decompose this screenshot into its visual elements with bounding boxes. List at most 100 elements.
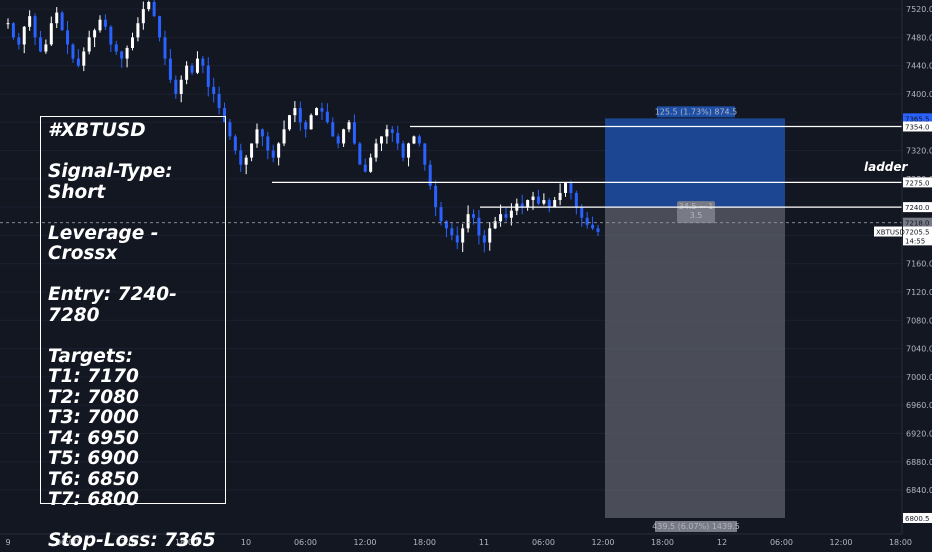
candle-body	[217, 93, 221, 109]
candle-body	[477, 217, 481, 236]
price-tag-bg	[903, 217, 932, 228]
info-line: T2: 7080	[48, 386, 139, 408]
candle-body	[342, 129, 346, 144]
candle-body	[266, 136, 270, 151]
candle-body	[531, 196, 535, 201]
price-tick-label: 7480.0	[906, 33, 932, 42]
candle-body	[358, 143, 362, 165]
candle-body	[369, 157, 373, 172]
price-tag-bg	[903, 121, 932, 132]
candle-body	[168, 58, 172, 80]
info-line: Signal-Type: Short	[48, 161, 173, 203]
candle-body	[472, 214, 476, 218]
target-label: 439.5 (6.07%) 1439.5	[652, 522, 740, 531]
candle-body	[309, 115, 313, 130]
candle-body	[385, 129, 389, 137]
candle-body	[412, 136, 416, 144]
candle-body	[130, 37, 134, 48]
candle-body	[136, 23, 140, 38]
candle-body	[320, 108, 324, 112]
candle-body	[585, 217, 589, 225]
candle-body	[6, 23, 10, 25]
price-tick-label: 7000.0	[906, 373, 932, 382]
info-line: Entry: 7240-7280	[48, 284, 177, 326]
candle-body	[536, 196, 540, 204]
price-tag-label: 7218.0	[905, 220, 930, 228]
horizontal-lines[interactable]	[0, 125, 902, 224]
time-tick-label: 06:00	[56, 538, 79, 547]
candle-body	[233, 136, 237, 151]
info-line	[48, 326, 225, 347]
candle-body	[114, 44, 118, 52]
stop-label-bg	[657, 106, 735, 118]
candle-body	[493, 221, 497, 229]
candle-body	[547, 200, 551, 208]
price-tag-bg	[903, 113, 932, 124]
candle-body	[434, 185, 438, 208]
candle-body	[44, 44, 48, 52]
price-tick-label: 7320.0	[906, 147, 932, 156]
price-tick-label: 7400.0	[906, 90, 932, 99]
candle-body	[120, 51, 124, 59]
time-axis[interactable]: 9 06:00 12:00 18:00 10 06:00 12:00 18:00 11 06:00…	[0, 533, 912, 547]
candle-body	[315, 108, 319, 116]
candle-body	[574, 192, 578, 208]
candle-body	[390, 129, 394, 133]
candle-body	[450, 228, 454, 236]
candle-body	[201, 58, 205, 66]
time-tick-label: 10	[241, 538, 251, 547]
candle-body	[277, 143, 281, 158]
time-tick-label: 12:00	[115, 538, 138, 547]
candle-body	[179, 79, 183, 94]
candle-body	[363, 164, 367, 172]
candle-body	[553, 200, 557, 208]
price-tag-label: 7240.0	[905, 204, 930, 212]
candle-body	[87, 37, 91, 52]
target-label-bg	[655, 520, 737, 532]
price-tag-bg	[903, 235, 932, 246]
candle-body	[407, 143, 411, 158]
candle-body	[38, 37, 42, 52]
time-tick-label: 18:00	[889, 538, 912, 547]
candle-body	[60, 12, 64, 31]
price-tick-label: 7520.0	[906, 5, 932, 14]
candle-body	[374, 143, 378, 158]
candle-body	[591, 224, 595, 229]
time-tick-label: 06:00	[294, 538, 317, 547]
price-tag-label: 7275.0	[905, 179, 930, 187]
time-tick-label: 9	[5, 538, 10, 547]
candle-body	[260, 129, 264, 137]
info-line	[48, 142, 225, 163]
price-axis[interactable]: 7520.07480.07440.07400.07360.07320.07280…	[874, 0, 932, 534]
candle-body	[141, 9, 145, 24]
candle-body	[98, 19, 102, 31]
time-tick-label: 12:00	[829, 538, 852, 547]
candle-body	[195, 58, 199, 73]
candle-body	[82, 51, 86, 66]
candle-body	[271, 150, 275, 158]
candle-body	[190, 65, 194, 73]
candle-body	[352, 122, 356, 144]
stop-label: 125.5 (1.73%) 874.5	[655, 107, 738, 116]
short-position-tool[interactable]: 125.5 (1.73%) 874.5 439.5 (6.07%) 1439.5 3…	[605, 106, 785, 532]
candle-body	[28, 16, 32, 27]
candle-body	[71, 44, 75, 59]
candle-body	[325, 111, 329, 123]
signal-info-box: #XBTUSD Signal-Type: Short Leverage - Cros…	[40, 116, 226, 551]
price-tag-bg	[903, 177, 932, 188]
candle-body	[569, 182, 573, 193]
candle-body	[93, 30, 97, 38]
candle-body	[239, 150, 243, 165]
info-line: T3: 7000	[48, 407, 139, 428]
info-line: Stop-Loss: 7365	[48, 530, 216, 551]
candle-body	[22, 26, 26, 45]
info-line: #XBTUSD	[48, 120, 146, 141]
candle-body	[212, 86, 216, 94]
candle-body	[49, 23, 53, 45]
target-zone	[605, 207, 785, 518]
time-tick-label: 06:00	[770, 538, 793, 547]
info-line: T5: 6900	[48, 448, 139, 469]
info-line: T7: 6800	[48, 489, 139, 510]
candle-body	[482, 235, 486, 243]
